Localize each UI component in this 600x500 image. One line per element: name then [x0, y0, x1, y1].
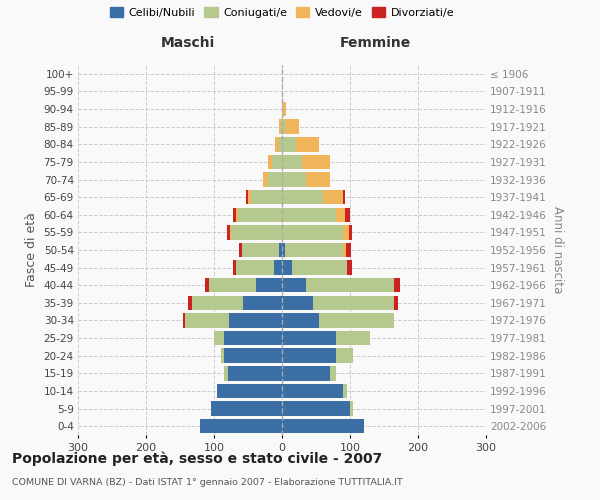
Bar [279, 243, 282, 257]
Bar [230, 225, 231, 240]
Bar [185, 314, 229, 328]
Y-axis label: Anni di nascita: Anni di nascita [551, 206, 563, 294]
Bar [285, 243, 343, 257]
Bar [347, 260, 352, 275]
Bar [292, 260, 347, 275]
Bar [236, 208, 238, 222]
Bar [282, 190, 323, 204]
Bar [282, 120, 286, 134]
Bar [221, 348, 224, 363]
Bar [282, 419, 364, 434]
Bar [209, 278, 256, 292]
Bar [282, 331, 337, 345]
Bar [217, 384, 282, 398]
Bar [282, 137, 296, 152]
Bar [238, 208, 282, 222]
Bar [268, 172, 282, 186]
Bar [242, 296, 282, 310]
Bar [256, 278, 282, 292]
Bar [302, 154, 329, 169]
Bar [282, 366, 329, 380]
Bar [251, 190, 282, 204]
Bar [282, 384, 343, 398]
Bar [282, 243, 285, 257]
Bar [248, 190, 251, 204]
Bar [313, 296, 394, 310]
Bar [205, 278, 209, 292]
Bar [323, 190, 343, 204]
Bar [236, 260, 274, 275]
Bar [282, 314, 319, 328]
Bar [282, 278, 306, 292]
Bar [188, 296, 191, 310]
Bar [282, 402, 350, 416]
Bar [350, 402, 353, 416]
Bar [337, 208, 344, 222]
Bar [233, 260, 236, 275]
Bar [282, 225, 343, 240]
Bar [296, 137, 319, 152]
Bar [337, 348, 353, 363]
Bar [282, 348, 337, 363]
Bar [344, 208, 350, 222]
Bar [343, 225, 349, 240]
Bar [200, 419, 282, 434]
Bar [306, 172, 329, 186]
Bar [337, 331, 370, 345]
Bar [282, 102, 283, 117]
Bar [224, 331, 282, 345]
Bar [282, 208, 337, 222]
Bar [224, 366, 227, 380]
Y-axis label: Fasce di età: Fasce di età [25, 212, 38, 288]
Bar [319, 314, 394, 328]
Bar [242, 243, 279, 257]
Bar [394, 296, 398, 310]
Bar [346, 243, 352, 257]
Text: Femmine: Femmine [340, 36, 412, 50]
Bar [274, 260, 282, 275]
Bar [227, 225, 230, 240]
Bar [233, 208, 236, 222]
Bar [246, 190, 248, 204]
Bar [231, 225, 282, 240]
Bar [282, 172, 306, 186]
Bar [343, 243, 346, 257]
Bar [343, 384, 347, 398]
Bar [394, 278, 400, 292]
Bar [184, 314, 185, 328]
Bar [224, 348, 282, 363]
Bar [239, 243, 242, 257]
Bar [282, 154, 302, 169]
Bar [281, 120, 282, 134]
Bar [268, 154, 272, 169]
Bar [211, 402, 282, 416]
Legend: Celibi/Nubili, Coniugati/e, Vedovi/e, Divorziati/e: Celibi/Nubili, Coniugati/e, Vedovi/e, Di… [106, 3, 458, 22]
Bar [279, 120, 281, 134]
Bar [229, 314, 282, 328]
Bar [275, 137, 278, 152]
Bar [343, 190, 345, 204]
Bar [286, 120, 299, 134]
Bar [282, 260, 292, 275]
Bar [329, 366, 337, 380]
Bar [306, 278, 394, 292]
Text: COMUNE DI VARNA (BZ) - Dati ISTAT 1° gennaio 2007 - Elaborazione TUTTITALIA.IT: COMUNE DI VARNA (BZ) - Dati ISTAT 1° gen… [12, 478, 403, 487]
Bar [282, 296, 313, 310]
Text: Maschi: Maschi [161, 36, 215, 50]
Bar [191, 296, 242, 310]
Bar [227, 366, 282, 380]
Text: Popolazione per età, sesso e stato civile - 2007: Popolazione per età, sesso e stato civil… [12, 451, 382, 466]
Bar [263, 172, 268, 186]
Bar [272, 154, 282, 169]
Bar [349, 225, 352, 240]
Bar [278, 137, 282, 152]
Bar [283, 102, 286, 117]
Bar [214, 331, 224, 345]
